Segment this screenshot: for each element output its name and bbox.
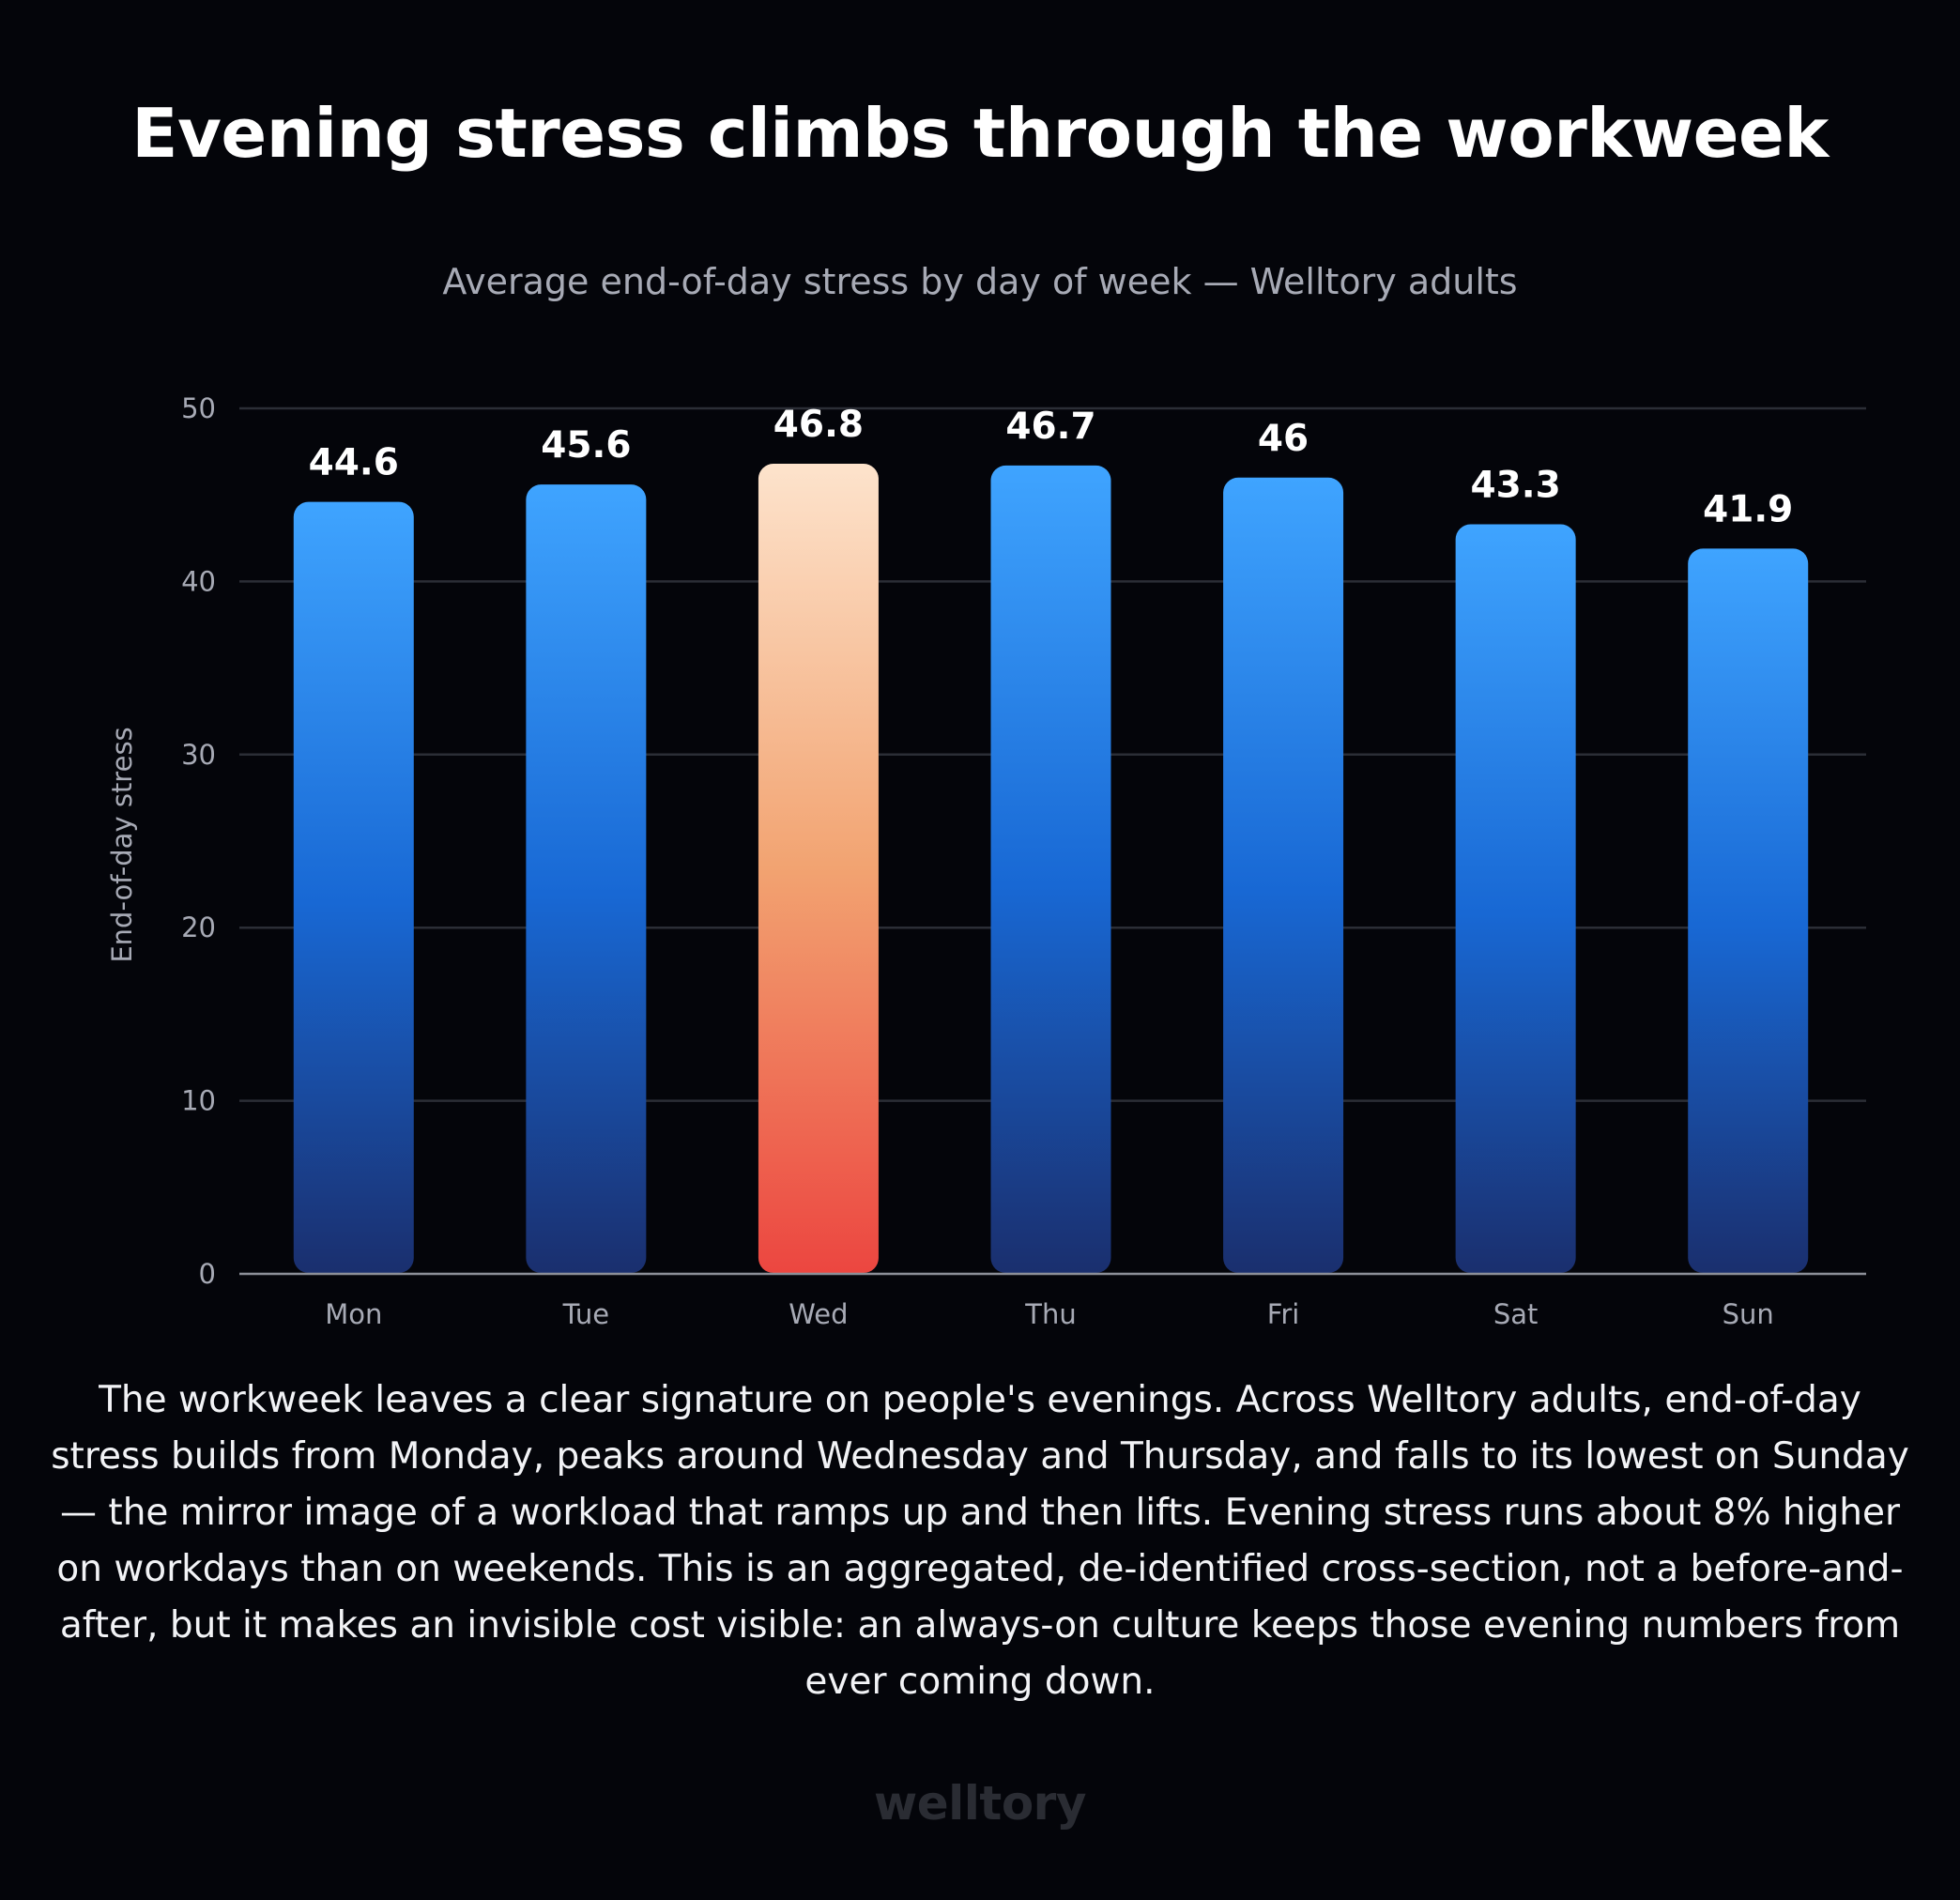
value-label-wed: 46.8 bbox=[773, 404, 864, 446]
value-label-tue: 45.6 bbox=[541, 424, 631, 467]
y-tick-label: 20 bbox=[181, 912, 216, 943]
value-label-fri: 46 bbox=[1258, 418, 1309, 460]
x-tick-label-sat: Sat bbox=[1493, 1298, 1539, 1330]
y-tick-label: 40 bbox=[181, 565, 216, 597]
bar-sat bbox=[1455, 524, 1576, 1273]
value-label-mon: 44.6 bbox=[309, 442, 399, 484]
bar-wed bbox=[758, 464, 879, 1273]
y-tick-label: 30 bbox=[181, 739, 216, 771]
value-labels: 44.6 45.6 46.8 46.7 46 43.3 41.9 bbox=[309, 404, 1794, 530]
x-tick-label-sun: Sun bbox=[1723, 1298, 1774, 1330]
bar-chart: 0 10 20 30 40 50 End-of-day stress 44.6 45.6 46… bbox=[106, 392, 1866, 1330]
x-tick-label-thu: Thu bbox=[1024, 1298, 1076, 1330]
x-tick-label-fri: Fri bbox=[1267, 1298, 1300, 1330]
welltory-logo: welltory bbox=[874, 1776, 1086, 1831]
y-axis-ticks: 0 10 20 30 40 50 bbox=[181, 392, 216, 1290]
x-axis-ticks: Mon Tue Wed Thu Fri Sat Sun bbox=[325, 1298, 1774, 1330]
x-tick-label-mon: Mon bbox=[325, 1298, 382, 1330]
y-tick-label: 50 bbox=[181, 392, 216, 424]
y-tick-label: 10 bbox=[181, 1085, 216, 1117]
bar-mon bbox=[293, 501, 414, 1273]
chart-subtitle: Average end-of-day stress by day of week… bbox=[442, 261, 1518, 302]
value-label-sun: 41.9 bbox=[1703, 488, 1793, 530]
value-label-sat: 43.3 bbox=[1471, 465, 1561, 507]
y-axis-label: End-of-day stress bbox=[106, 727, 138, 962]
bar-thu bbox=[990, 465, 1111, 1273]
bars bbox=[293, 464, 1809, 1273]
bar-sun bbox=[1688, 548, 1809, 1273]
y-tick-label: 0 bbox=[199, 1258, 216, 1290]
chart-title: Evening stress climbs through the workwe… bbox=[131, 94, 1829, 173]
bar-tue bbox=[526, 484, 647, 1273]
value-label-thu: 46.7 bbox=[1005, 406, 1095, 448]
x-tick-label-tue: Tue bbox=[562, 1298, 610, 1330]
x-tick-label-wed: Wed bbox=[789, 1298, 848, 1330]
bar-fri bbox=[1223, 477, 1344, 1273]
caption-text: The workweek leaves a clear signature on… bbox=[51, 1379, 1909, 1703]
